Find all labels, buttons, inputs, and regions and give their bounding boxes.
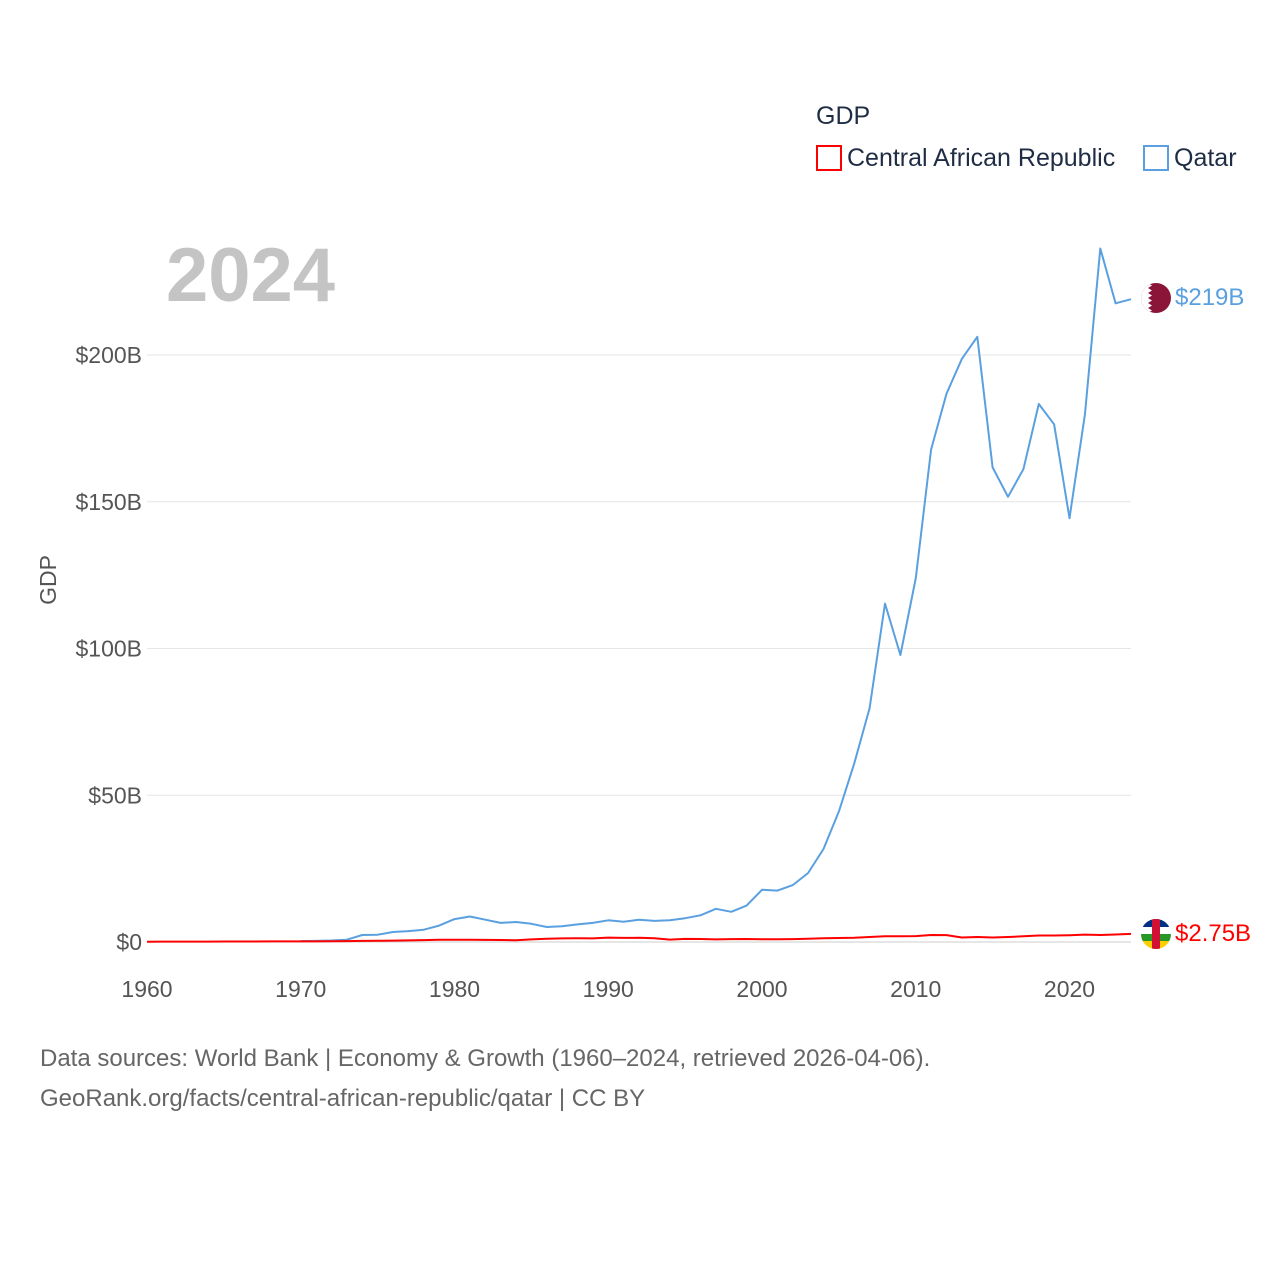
legend-swatch-qatar	[1143, 145, 1169, 171]
central-african-republic-flag-icon	[1141, 919, 1171, 949]
x-tick-label: 1970	[275, 976, 326, 1002]
footer-credit: GeoRank.org/facts/central-african-republ…	[40, 1085, 646, 1112]
legend-label-qatar: Qatar	[1174, 144, 1237, 172]
car-end-label: $2.75B	[1175, 920, 1251, 947]
qatar-end-label: $219B	[1175, 284, 1244, 311]
series-line-central-african-republic	[146, 932, 1132, 943]
y-tick-label: $150B	[75, 489, 142, 515]
footer-sources: Data sources: World Bank | Economy & Gro…	[40, 1045, 931, 1072]
x-tick-label: 2020	[1044, 976, 1095, 1002]
legend-swatch-central-african-republic	[816, 145, 842, 171]
y-tick-label: $200B	[75, 342, 142, 368]
car-end-marker: $2.75B	[1141, 919, 1251, 949]
legend-title: GDP	[816, 102, 870, 130]
y-tick-label: $50B	[88, 782, 142, 808]
y-axis-label: GDP	[35, 555, 61, 605]
gridlines	[147, 354, 1131, 943]
qatar-end-marker: $219B	[1141, 283, 1244, 313]
x-tick-label: 1960	[121, 976, 172, 1002]
x-axis: 1960 1970 1980 1990 2000 2010 2020	[121, 976, 1095, 1002]
qatar-flag-icon	[1141, 283, 1171, 313]
year-label: 2024	[166, 233, 335, 318]
x-tick-label: 1980	[429, 976, 480, 1002]
legend: GDP Central African Republic Qatar	[816, 102, 1237, 172]
series-line-qatar	[300, 247, 1132, 943]
y-tick-label: $100B	[75, 636, 142, 662]
legend-item-qatar[interactable]: Qatar	[1143, 144, 1237, 172]
legend-label-central-african-republic: Central African Republic	[847, 144, 1115, 172]
y-axis: $0 $50B $100B $150B $200B	[75, 342, 142, 955]
legend-item-central-african-republic[interactable]: Central African Republic	[816, 144, 1115, 172]
x-tick-label: 2010	[890, 976, 941, 1002]
x-tick-label: 1990	[583, 976, 634, 1002]
y-tick-label: $0	[116, 929, 142, 955]
x-tick-label: 2000	[736, 976, 787, 1002]
series-layer	[146, 247, 1132, 943]
